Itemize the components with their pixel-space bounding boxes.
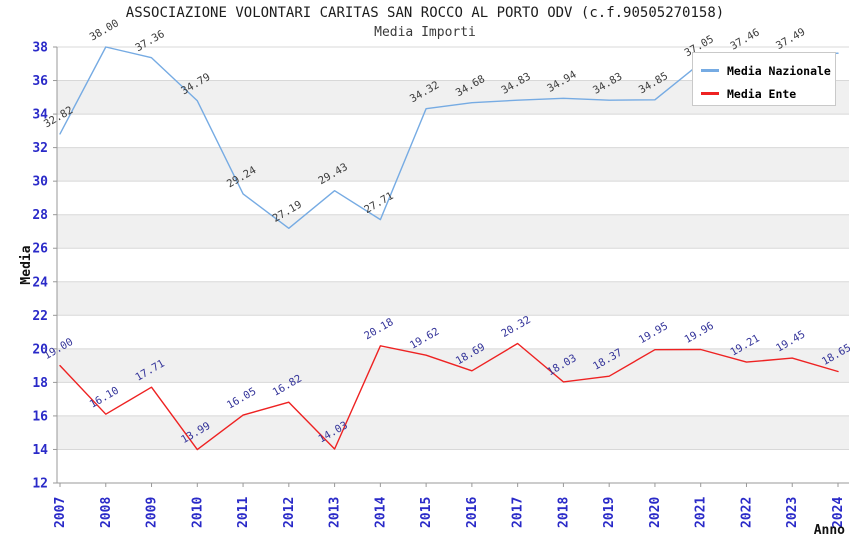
data-label: 20.32 (499, 314, 532, 340)
x-axis-title: Anno (814, 523, 845, 538)
data-label: 16.05 (225, 385, 258, 411)
y-tick-label: 16 (32, 409, 48, 424)
x-tick-label: 2011 (236, 497, 251, 528)
y-tick-label: 30 (32, 175, 48, 190)
data-label: 19.62 (408, 326, 441, 352)
legend-label-media-nazionale: Media Nazionale (727, 63, 831, 78)
stripe-band (57, 348, 849, 383)
stripe-band (57, 415, 849, 450)
legend-label-media-ente: Media Ente (727, 86, 797, 101)
data-label: 19.95 (637, 320, 670, 346)
x-tick-label: 2021 (694, 497, 709, 528)
y-axis-title: Media (19, 245, 34, 284)
y-tick-label: 14 (32, 443, 48, 458)
series-line-media-ente (59, 342, 839, 451)
y-tick-label: 24 (32, 275, 48, 290)
y-tick-label: 32 (32, 141, 48, 156)
x-tick-label: 2012 (282, 497, 297, 528)
y-tick-label: 28 (32, 208, 48, 223)
data-label: 37.36 (133, 28, 166, 54)
x-tick-label: 2015 (419, 497, 434, 528)
x-tick-label: 2023 (785, 497, 800, 528)
legend-swatch-media-ente (701, 92, 719, 95)
x-tick-label: 2010 (190, 497, 205, 528)
stripe-band (57, 214, 849, 249)
y-tick-label: 18 (32, 376, 48, 391)
legend-item-media-nazionale: Media Nazionale (701, 59, 835, 82)
x-tick-label: 2009 (145, 497, 160, 528)
data-label: 20.18 (362, 316, 395, 342)
y-tick-label: 36 (32, 74, 48, 89)
chart-title: ASSOCIAZIONE VOLONTARI CARITAS SAN ROCCO… (125, 5, 725, 21)
y-tick-label: 12 (32, 477, 48, 492)
y-tick-label: 38 (32, 41, 48, 56)
data-label: 27.71 (362, 190, 395, 216)
y-tick-label: 22 (32, 309, 48, 324)
data-label: 38.00 (88, 17, 121, 43)
x-tick-label: 2024 (831, 497, 846, 528)
data-label: 37.49 (774, 26, 807, 52)
y-tick-label: 34 (32, 108, 48, 123)
data-label: 37.46 (728, 26, 761, 52)
x-tick-label: 2008 (99, 497, 114, 528)
stripe-band (57, 281, 849, 316)
stripe-band (57, 147, 849, 182)
x-tick-label: 2007 (53, 497, 68, 528)
x-tick-label: 2013 (328, 497, 343, 528)
y-tick-label: 20 (32, 342, 48, 357)
legend-item-media-ente: Media Ente (701, 82, 835, 105)
x-tick-label: 2016 (465, 497, 480, 528)
x-tick-label: 2019 (602, 497, 617, 528)
x-tick-label: 2022 (739, 497, 754, 528)
data-label: 19.96 (683, 320, 716, 346)
x-tick-label: 2014 (373, 497, 388, 528)
legend: Media Nazionale Media Ente (692, 52, 836, 106)
x-tick-label: 2020 (648, 497, 663, 528)
y-tick-label: 26 (32, 242, 48, 257)
legend-swatch-media-nazionale (701, 69, 719, 72)
x-tick-label: 2017 (511, 497, 526, 528)
x-tick-label: 2018 (556, 497, 571, 528)
chart-subtitle: Media Importi (374, 25, 476, 40)
data-label: 16.10 (88, 385, 121, 411)
